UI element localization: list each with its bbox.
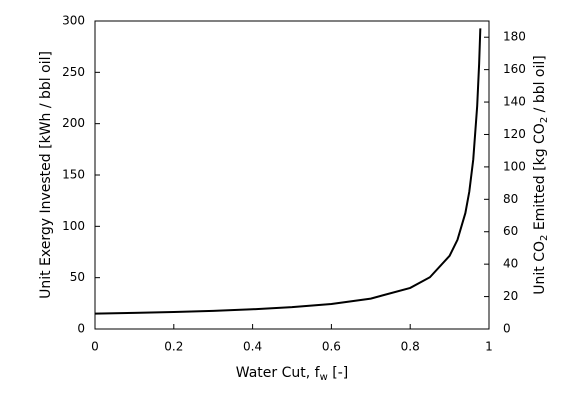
y2-tick-label: 0 [503, 322, 511, 336]
y-tick-label: 250 [62, 65, 85, 79]
data-line [94, 28, 482, 315]
y2-axis-label-part: Unit CO [532, 241, 548, 295]
x-axis-label-part: w [320, 372, 328, 383]
y2-tick-label: 20 [503, 289, 518, 303]
x-tick-label: 1 [485, 340, 493, 354]
y-tick-label: 150 [62, 168, 85, 182]
y2-tick-label: 160 [503, 62, 526, 76]
y2-tick-label: 180 [503, 30, 526, 44]
y2-tick-label: 40 [503, 257, 518, 271]
y2-axis-label-part: 2 [539, 117, 550, 123]
plot-frame [94, 20, 490, 330]
y2-tick-label: 80 [503, 192, 518, 206]
x-axis-label: Water Cut, fw [-] [236, 365, 348, 383]
y-axis-label: Unit Exergy Invested [kWh / bbl oil] [38, 51, 54, 299]
y-tick-label: 200 [62, 116, 85, 130]
y2-axis-label-part: 2 [539, 235, 550, 241]
x-axis-label-part: Water Cut, f [236, 365, 321, 381]
y2-axis-label-part: Emitted [kg CO [532, 123, 548, 234]
y2-axis-label-part: / bbl oil] [532, 55, 548, 117]
y2-tick-label: 140 [503, 95, 526, 109]
x-tick-label: 0.2 [164, 340, 183, 354]
x-tick-label: 0.6 [322, 340, 341, 354]
y-tick-label: 0 [77, 322, 85, 336]
y-tick-label: 100 [62, 219, 85, 233]
y2-tick-label: 60 [503, 224, 518, 238]
y-tick-label: 300 [62, 14, 85, 28]
y2-tick-label: 120 [503, 127, 526, 141]
x-tick-label: 0.8 [401, 340, 420, 354]
x-tick-label: 0 [91, 340, 99, 354]
x-tick-label: 0.4 [243, 340, 262, 354]
y-tick-label: 50 [70, 270, 85, 284]
y2-axis-label: Unit CO2 Emitted [kg CO2 / bbl oil] [532, 55, 550, 295]
y2-tick-label: 100 [503, 159, 526, 173]
x-axis-label-part: [-] [328, 365, 348, 381]
